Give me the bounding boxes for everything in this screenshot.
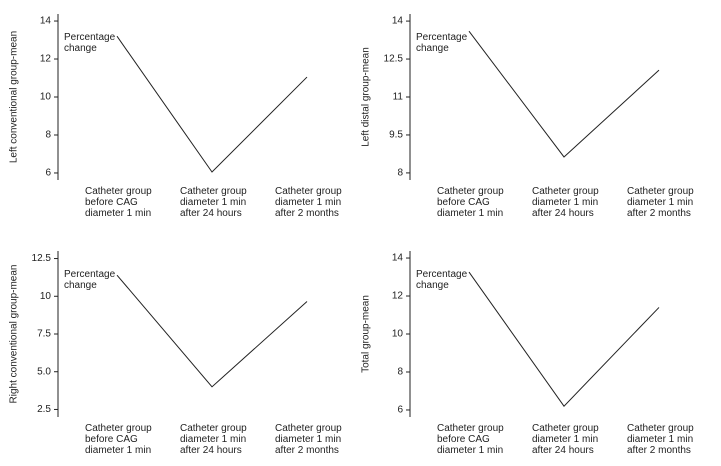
line-series <box>116 35 308 173</box>
line-series <box>468 30 660 158</box>
y-tick-label: 7.5 <box>37 329 51 340</box>
chart-panel: 2.5 5.0 7.5 10 12.5 Right conventional group-… <box>0 237 360 466</box>
y-axis-title: Left distal group-mean <box>361 47 372 147</box>
annotation: Percentage change <box>64 32 116 54</box>
y-tick-label: 10 <box>392 329 404 340</box>
chart: 8 9.5 11 12.5 14 Left distal group-mean <box>361 14 660 180</box>
y-axis-title: Left conventional group-mean <box>9 31 20 163</box>
y-tick-label: 8 <box>397 367 403 378</box>
chart: 6 8 10 12 14 Left conventional group-mean <box>9 14 308 180</box>
x-tick-label: Catheter group diameter 1 min after 2 mo… <box>275 423 342 456</box>
x-tick-label: Catheter group diameter 1 min after 24 h… <box>532 186 599 219</box>
y-tick-label: 5.0 <box>37 366 51 377</box>
line-series <box>116 274 308 388</box>
x-tick-label: Catheter group before CAG diameter 1 min <box>85 186 152 219</box>
y-tick-label: 11 <box>393 92 404 103</box>
x-tick-label: Catheter group diameter 1 min after 24 h… <box>180 423 247 456</box>
y-tick-label: 6 <box>45 168 51 179</box>
annotation: Percentage change <box>416 269 468 291</box>
annotation: Percentage change <box>64 269 116 291</box>
y-tick-label: 8 <box>397 168 403 179</box>
x-tick-label: Catheter group before CAG diameter 1 min <box>437 423 504 456</box>
chart-panel: 6 8 10 12 14 Left conventional group-mean Cath… <box>0 0 360 232</box>
chart: 2.5 5.0 7.5 10 12.5 Right conventional group-… <box>9 251 308 417</box>
y-tick-label: 8 <box>45 130 51 141</box>
y-tick-label: 12.5 <box>32 253 52 264</box>
y-tick-label: 14 <box>40 16 52 27</box>
x-tick-label: Catheter group diameter 1 min after 2 mo… <box>627 186 694 219</box>
y-axis-title: Total group-mean <box>361 295 372 373</box>
x-tick-label: Catheter group diameter 1 min after 24 h… <box>532 423 599 456</box>
x-tick-label: Catheter group before CAG diameter 1 min <box>85 423 152 456</box>
y-tick-label: 14 <box>392 16 404 27</box>
y-tick-label: 14 <box>392 253 404 264</box>
x-tick-label: Catheter group diameter 1 min after 24 h… <box>180 186 247 219</box>
x-tick-label: Catheter group before CAG diameter 1 min <box>437 186 504 219</box>
chart: 6 8 10 12 14 Total group-mean <box>361 251 660 417</box>
y-axis-title: Right conventional group-mean <box>9 265 20 404</box>
x-tick-label: Catheter group diameter 1 min after 2 mo… <box>627 423 694 456</box>
y-tick-label: 2.5 <box>37 404 51 415</box>
chart-panel: 8 9.5 11 12.5 14 Left distal group-mean Cathet… <box>352 0 712 232</box>
y-tick-label: 10 <box>40 92 52 103</box>
x-tick-label: Catheter group diameter 1 min after 2 mo… <box>275 186 342 219</box>
annotation: Percentage change <box>416 32 468 54</box>
y-tick-label: 9.5 <box>389 130 403 141</box>
y-tick-label: 12 <box>40 54 52 65</box>
y-tick-label: 12 <box>392 291 404 302</box>
y-tick-label: 10 <box>40 291 52 302</box>
y-tick-label: 12.5 <box>384 54 404 65</box>
y-tick-label: 6 <box>397 405 403 416</box>
line-series <box>468 271 660 407</box>
chart-panel: 6 8 10 12 14 Total group-mean Catheter group b… <box>352 237 712 466</box>
